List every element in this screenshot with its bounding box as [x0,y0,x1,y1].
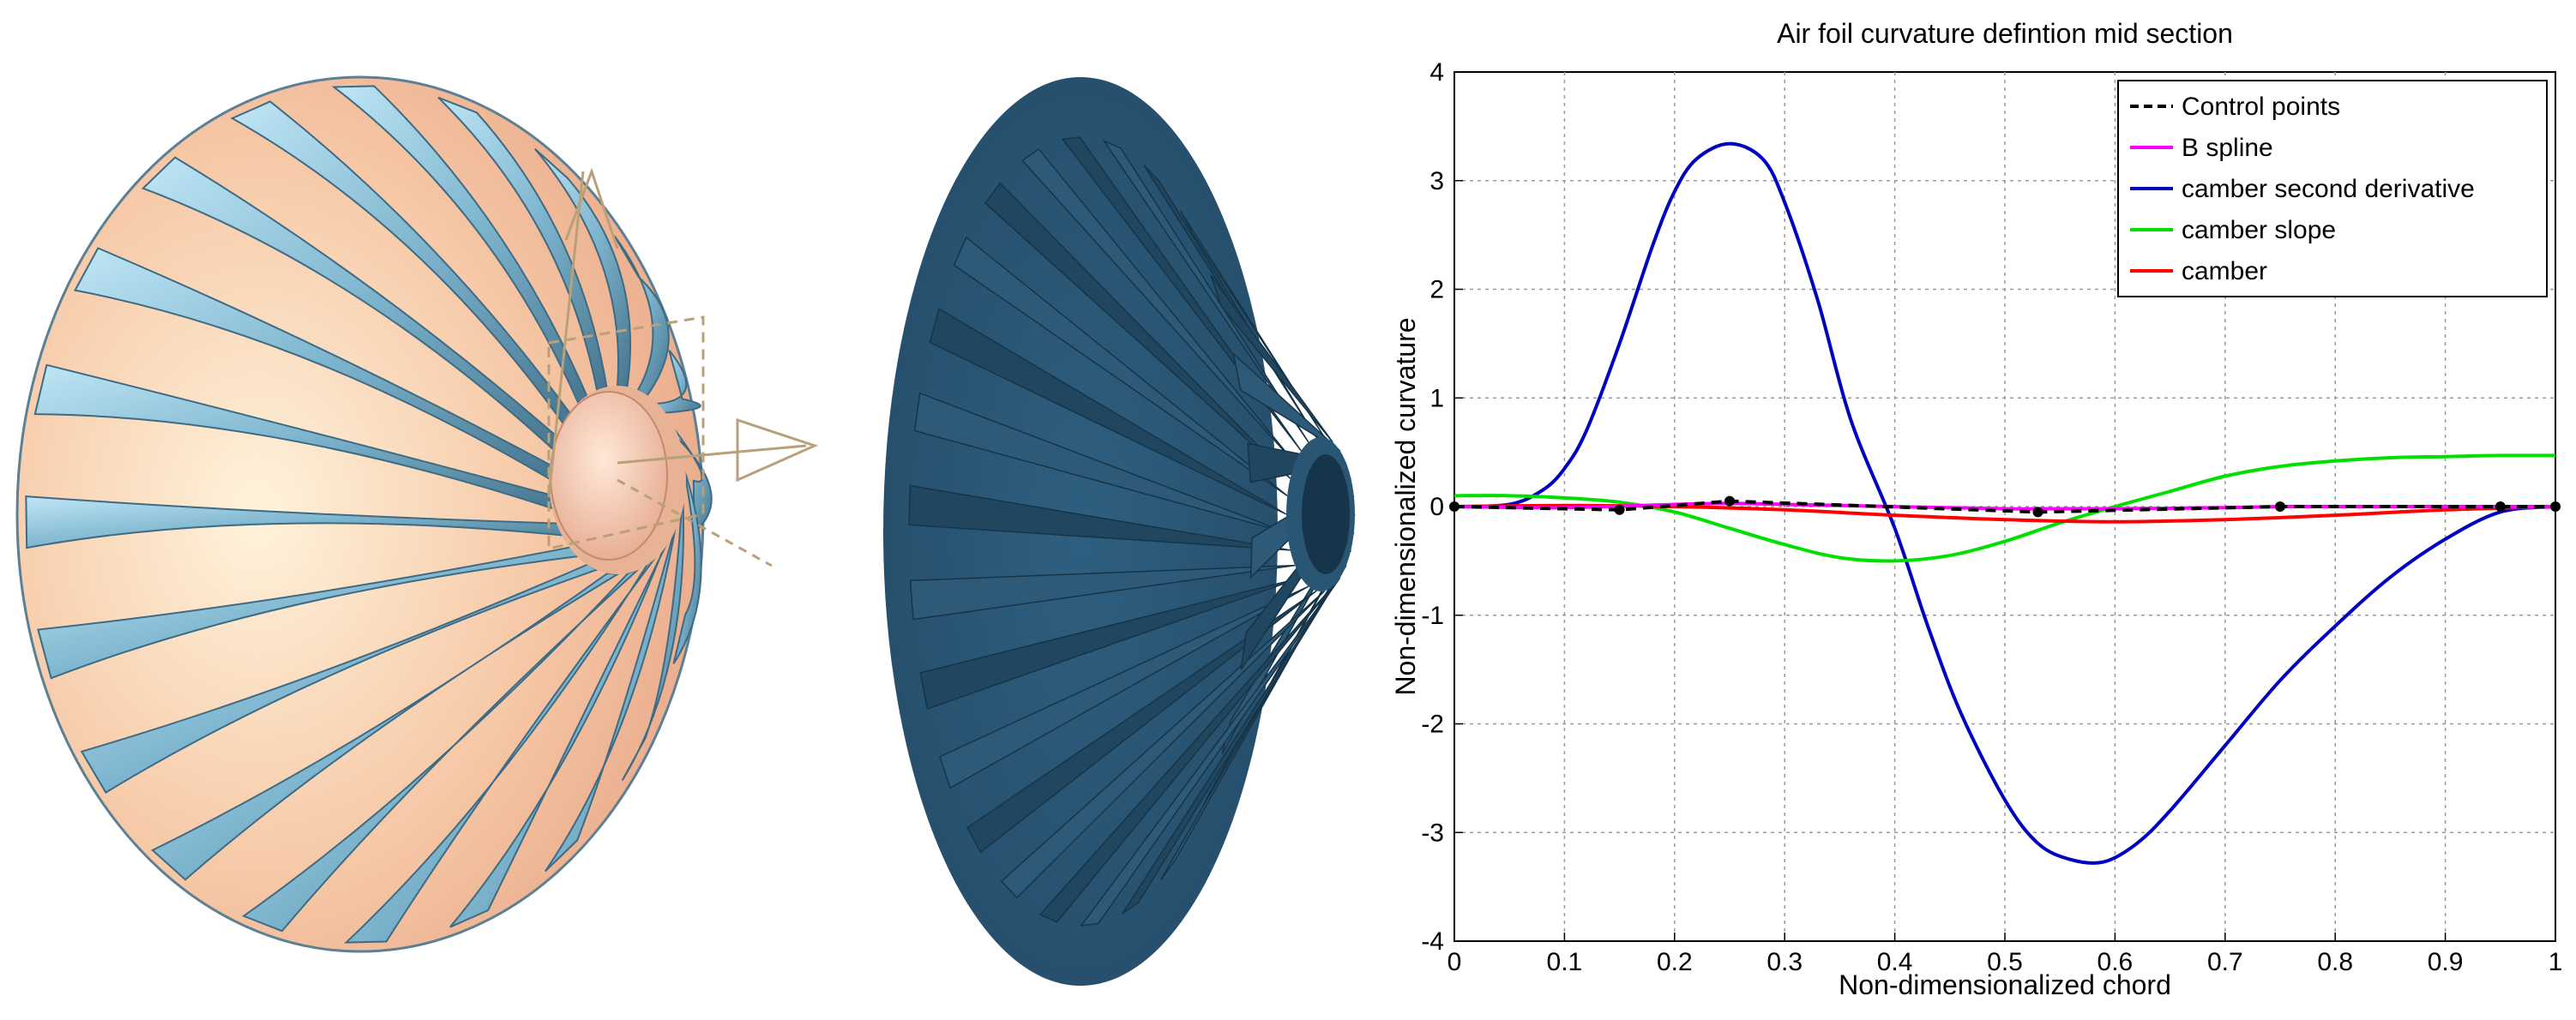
impeller-blade [37,546,581,680]
y-tick-label: -2 [1421,711,1444,739]
legend-entry: camber second derivative [2182,175,2475,203]
y-tick-label: -3 [1421,819,1444,847]
impeller-blade [534,147,632,388]
x-tick-label: 0.3 [1766,948,1803,976]
coordinate-axes-gizmo [547,167,819,567]
impeller-render-light [15,75,819,953]
x-tick-label: 1 [2549,948,2563,976]
legend-entry: camber [2182,257,2267,285]
x-tick-label: 0.1 [1547,948,1583,976]
impeller-blade-dark [1000,590,1326,899]
impeller-blade-dark [1038,585,1333,923]
impeller-blade-dark [1232,351,1341,452]
control-point-marker [2495,501,2506,512]
impeller-blade [25,495,566,549]
y-tick-label: 3 [1429,167,1444,195]
x-tick-label: 0.4 [1877,948,1913,976]
impeller-blade [449,535,672,928]
x-tick-label: 0.9 [2428,948,2464,976]
legend-entry: Control points [2182,93,2340,121]
impeller-blades-dark [908,136,1356,927]
impeller-blade-dark [966,590,1317,854]
impeller-blade [80,563,599,795]
impeller-blade [545,508,682,873]
x-tick-label: 0.2 [1657,948,1693,976]
impeller-blade [141,156,560,453]
impeller-blade [151,572,621,881]
impeller-blade-dark [1080,577,1341,927]
impeller-blade-dark [929,308,1287,515]
y-tick-label: 4 [1429,58,1444,87]
control-point-markers [1449,495,2561,518]
y-tick-label: -4 [1421,927,1444,956]
impeller-blade [672,450,702,664]
impeller-blade [621,479,685,782]
curvature-chart: 0 0.1 0.2 0.3 0.4 0.5 0.6 0.7 0.8 0.9 1 -4 -3 -2 -1 0 1… [1390,18,2562,1000]
impeller-render-dark [883,77,1356,986]
y-tick-label: -1 [1421,602,1444,630]
impeller-blade [437,96,608,392]
chart-title: Air foil curvature defintion mid section [1777,18,2233,49]
impeller-blade-dark [1102,139,1309,443]
y-tick-label: 0 [1429,493,1444,521]
x-tick-label: 0.6 [2098,948,2134,976]
y-tick-label: 1 [1429,384,1444,412]
x-tick-label: 0.8 [2317,948,2353,976]
impeller-blades [25,85,713,944]
legend-box [2117,80,2548,297]
impeller-blade-dark [1210,274,1333,443]
control-point-marker [2275,501,2285,512]
impeller-blade [33,363,557,511]
y-ticks: -4 -3 -2 -1 0 1 2 3 4 [1421,58,1463,956]
series-line-camber-second-derivative [1454,141,2556,866]
impeller-blade [242,568,639,933]
legend-entry: B spline [2182,134,2273,162]
legend: Control points B spline camber second deri… [2117,80,2548,297]
impeller-blade-dark [984,182,1291,479]
control-point-marker [2550,501,2561,512]
impeller-blade [654,350,701,414]
control-point-marker [1449,501,1460,512]
y-axis-label: Non-dimensionalized curvature [1390,317,1421,695]
y-tick-label: 2 [1429,276,1444,304]
x-tick-label: 0 [1447,948,1462,976]
x-ticks: 0 0.1 0.2 0.3 0.4 0.5 0.6 0.7 0.8 0.9 1 [1447,933,2563,976]
impeller-blade [230,100,572,427]
impeller-blade-dark [913,392,1288,534]
impeller-blade [73,247,553,482]
impeller-blade-dark [953,236,1288,497]
x-tick-label: 0.5 [1987,948,2023,976]
impeller-blade-dark [1122,565,1347,915]
impeller-blade-dark [909,564,1296,621]
legend-entry: camber slope [2182,216,2336,244]
control-point-marker [1614,504,1625,515]
impeller-blade-dark [919,577,1302,710]
impeller-blade [331,85,588,405]
impeller-blade-dark [938,585,1309,789]
impeller-blade-dark [908,484,1291,551]
control-point-marker [1724,495,1735,507]
control-point-marker [2032,507,2043,518]
series-line-b-spline [1454,501,2555,511]
impeller-blade [344,555,658,944]
x-axis-label: Non-dimensionalized chord [1839,969,2171,1000]
impeller-blade-dark [1021,147,1296,464]
x-tick-label: 0.7 [2207,948,2243,976]
